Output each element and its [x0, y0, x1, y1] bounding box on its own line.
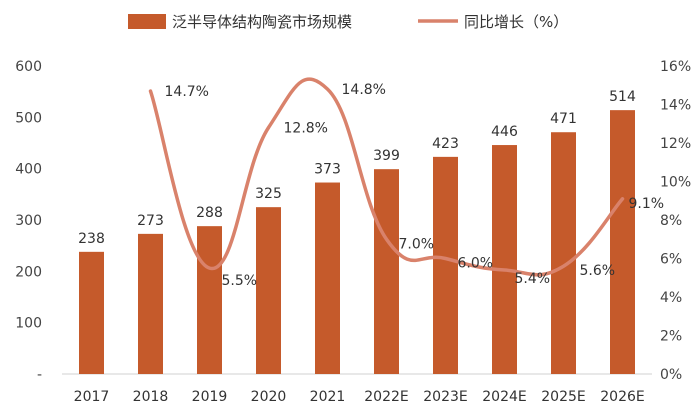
bar-value-label: 373 — [314, 162, 341, 178]
bar — [492, 145, 517, 374]
x-tick-label: 2019 — [192, 389, 228, 405]
growth-label: 7.0% — [399, 236, 435, 252]
right-axis-tick: 6% — [660, 252, 682, 268]
x-tick-label: 2022E — [364, 389, 408, 405]
left-axis-tick: 200 — [15, 264, 42, 280]
growth-label: 5.6% — [580, 263, 616, 279]
growth-label: 5.4% — [515, 271, 551, 287]
bar-value-label: 423 — [432, 136, 459, 152]
growth-label: 14.8% — [342, 82, 386, 98]
growth-label: 5.5% — [222, 273, 258, 289]
left-axis-tick: 600 — [15, 59, 42, 75]
right-axis-tick: 4% — [660, 290, 682, 306]
bar — [315, 182, 340, 374]
left-axis-tick: 400 — [15, 162, 42, 178]
bar — [256, 207, 281, 374]
right-axis-tick: 10% — [660, 175, 691, 191]
bar — [610, 110, 635, 374]
growth-label: 14.7% — [165, 84, 209, 100]
left-axis-tick: 500 — [15, 110, 42, 126]
x-tick-label: 2017 — [74, 389, 110, 405]
bar-value-label: 288 — [196, 205, 223, 221]
x-tick-label: 2023E — [423, 389, 467, 405]
right-axis-tick: 16% — [660, 59, 691, 75]
growth-line — [148, 77, 625, 277]
left-axis-tick: 100 — [15, 316, 42, 332]
bar — [374, 169, 399, 374]
bar — [197, 226, 222, 374]
bar — [79, 251, 104, 374]
legend-line-label: 同比增长（%） — [464, 13, 568, 31]
bar-value-label: 399 — [373, 148, 400, 164]
growth-line-layer — [148, 77, 625, 277]
bar — [433, 156, 458, 374]
growth-label: 9.1% — [629, 196, 665, 212]
right-axis-tick: 12% — [660, 136, 691, 152]
x-tick-label: 2026E — [600, 389, 644, 405]
legend-bar-label: 泛半导体结构陶瓷市场规模 — [172, 13, 352, 31]
bar-value-label: 325 — [255, 186, 282, 202]
legend-bar-swatch — [128, 14, 166, 29]
bar-value-label: 238 — [78, 231, 105, 247]
right-axis-tick: 14% — [660, 98, 691, 114]
bar-value-labels: 238 273 288 325 373 399 423 446 471 514 — [78, 89, 636, 247]
x-axis-ticks: 2017 2018 2019 2020 2021 2022E 2023E 2024E 2025E… — [74, 389, 645, 405]
bar-value-label: 514 — [609, 89, 636, 105]
bar — [551, 132, 576, 374]
right-axis-tick: 0% — [660, 367, 682, 383]
bar-value-label: 471 — [550, 111, 577, 127]
growth-labels: 14.7% 5.5% 12.8% 14.8% 7.0% 6.0% 5.4% 5.6% 9.1% — [165, 82, 665, 289]
legend: 泛半导体结构陶瓷市场规模 同比增长（%） — [128, 13, 568, 31]
x-tick-label: 2020 — [251, 389, 287, 405]
right-axis: 0% 2% 4% 6% 8% 10% 12% 14% 16% — [660, 59, 691, 383]
right-axis-tick: 8% — [660, 213, 682, 229]
growth-label: 6.0% — [458, 256, 494, 272]
growth-label: 12.8% — [284, 121, 328, 137]
right-axis-tick: 2% — [660, 329, 682, 345]
x-tick-label: 2024E — [482, 389, 526, 405]
x-tick-label: 2018 — [133, 389, 169, 405]
bars — [79, 110, 635, 374]
x-tick-label: 2021 — [310, 389, 346, 405]
left-axis: - 100 200 300 400 500 600 — [15, 59, 42, 383]
left-axis-tick: 300 — [15, 213, 42, 229]
x-tick-label: 2025E — [541, 389, 585, 405]
bar-value-label: 273 — [137, 213, 164, 229]
left-axis-tick: - — [37, 367, 42, 383]
bar — [138, 233, 163, 374]
bar-value-label: 446 — [491, 124, 518, 140]
